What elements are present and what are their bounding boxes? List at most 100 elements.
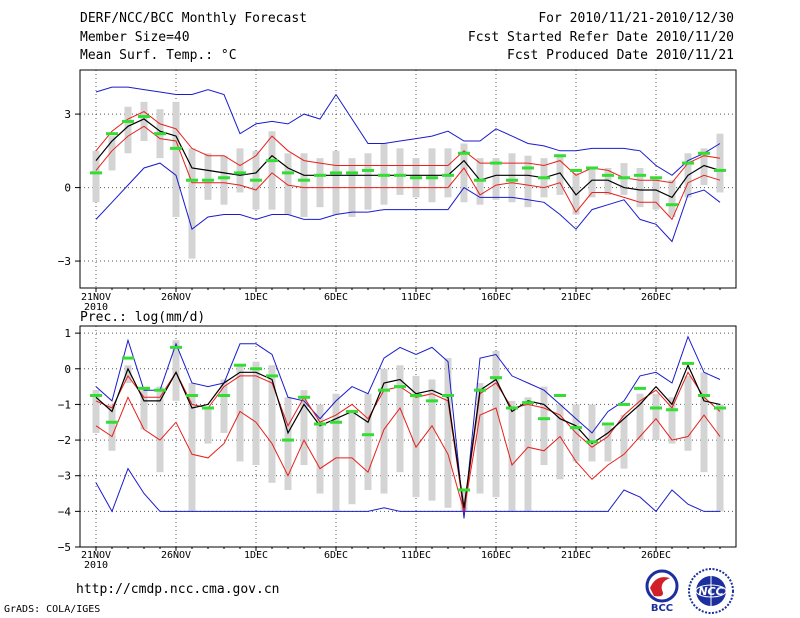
temp-obs-marker <box>106 132 118 136</box>
temp-q25-line <box>95 125 721 221</box>
precip-ensemble-box <box>684 375 692 451</box>
precip-ensemble-box <box>172 340 180 401</box>
precip-obs-marker <box>330 420 342 424</box>
temp-ensemble-box <box>236 148 244 193</box>
precip-obs-marker <box>202 406 214 410</box>
temp-obs-marker <box>378 173 390 177</box>
precip-ensemble-box <box>140 390 148 430</box>
temp-ensemble-box <box>492 158 500 200</box>
grads-credit: GrADS: COLA/IGES <box>4 604 101 615</box>
precip-obs-marker <box>186 394 198 398</box>
temp-obs-marker <box>538 176 550 180</box>
chart-title: DERF/NCC/BCC Monthly Forecast <box>80 11 307 26</box>
precip-ensemble-box <box>460 489 468 512</box>
precip-ensemble-box <box>716 404 724 512</box>
temp-obs-marker <box>426 176 438 180</box>
temp-ensemble-box <box>92 150 100 203</box>
temp-obs-marker <box>458 151 470 155</box>
precip-obs-marker <box>122 356 134 360</box>
temp-ensemble-box <box>300 153 308 217</box>
precip-xtick-label: 21DEC <box>561 550 591 561</box>
precip-obs-marker <box>106 420 118 424</box>
precip-obs-marker <box>458 488 470 492</box>
precip-ytick-label: −1 <box>58 398 71 411</box>
temp-xtick-label: 16DEC <box>481 292 511 303</box>
temp-obs-marker <box>154 132 166 136</box>
precip-obs-marker <box>234 363 246 367</box>
temp-obs-marker <box>474 178 486 182</box>
precip-ensemble-box <box>108 404 116 451</box>
temp-ensemble-box <box>668 180 676 217</box>
precip-obs-marker <box>586 440 598 444</box>
temp-ensemble-box <box>508 153 516 203</box>
precip-ensemble-box <box>396 365 404 473</box>
precip-ensemble-box <box>188 383 196 512</box>
temp-ensemble-box <box>636 167 644 208</box>
precip-obs-marker <box>90 394 102 398</box>
bcc-logo-text: BCC <box>651 603 673 614</box>
temp-obs-marker <box>682 161 694 165</box>
precip-ensemble-box <box>428 379 436 501</box>
temp-median-line <box>95 118 721 199</box>
temp-ensemble-box <box>716 133 724 193</box>
precip-xtick-label: 26DEC <box>641 550 671 561</box>
temp-ensemble-box <box>524 155 532 208</box>
temp-ensemble-box <box>268 131 276 210</box>
precip-obs-marker <box>474 388 486 392</box>
temp-ensemble-box <box>140 101 148 142</box>
precip-obs-marker <box>650 406 662 410</box>
precip-ensemble-box <box>604 425 612 462</box>
precip-obs-marker <box>298 395 310 399</box>
precip-xtick-label: 16DEC <box>481 550 511 561</box>
temp-obs-marker <box>250 178 262 182</box>
temp-obs-marker <box>618 176 630 180</box>
temp-obs-marker <box>410 176 422 180</box>
temp-ensemble-box <box>316 158 324 208</box>
precip-obs-marker <box>266 374 278 378</box>
temp-xtick-label: 6DEC <box>324 292 348 303</box>
precip-max-line <box>95 335 721 519</box>
precip-obs-marker <box>250 367 262 371</box>
precip-obs-marker <box>570 426 582 430</box>
precip-ytick-label: −2 <box>58 434 71 447</box>
precip-ensemble-box <box>204 407 212 444</box>
precip-obs-marker <box>154 388 166 392</box>
temp-q75-line <box>95 111 721 184</box>
precip-ensemble-box <box>540 386 548 466</box>
precip-ensemble-box <box>252 361 260 466</box>
temp-obs-marker <box>554 154 566 158</box>
precip-ensemble-box <box>556 404 564 480</box>
precip-obs-marker <box>634 386 646 390</box>
precip-obs-marker <box>442 394 454 398</box>
temp-ensemble-box <box>220 155 228 205</box>
temp-obs-marker <box>346 171 358 175</box>
precip-obs-marker <box>362 433 374 437</box>
temp-xtick-label: 21DEC <box>561 292 591 303</box>
member-size: Member Size=40 <box>80 30 190 45</box>
ncc-logo-text: NCC <box>698 585 723 598</box>
temp-frame <box>79 69 737 289</box>
precip-median-line <box>95 363 721 508</box>
temp-obs-marker <box>90 171 102 175</box>
precip-ensemble-box <box>508 400 516 512</box>
temp-obs-marker <box>282 171 294 175</box>
precip-ytick-label: 0 <box>64 363 71 376</box>
temp-min-line <box>95 162 721 243</box>
precip-obs-marker <box>714 406 726 410</box>
temp-obs-marker <box>202 178 214 182</box>
source-url[interactable]: http://cmdp.ncc.cma.gov.cn <box>76 582 280 597</box>
temp-obs-marker <box>234 171 246 175</box>
precip-obs-marker <box>378 388 390 392</box>
temp-obs-marker <box>714 168 726 172</box>
temp-ensemble-box <box>556 155 564 195</box>
temp-obs-marker <box>650 176 662 180</box>
precip-ensemble-box <box>268 365 276 483</box>
precip-ensemble-box <box>316 404 324 494</box>
temp-ensemble-box <box>572 172 580 215</box>
precip-ensemble-box <box>236 365 244 462</box>
precip-obs-marker <box>554 394 566 398</box>
precip-obs-marker <box>138 386 150 390</box>
temp-obs-marker <box>138 115 150 119</box>
